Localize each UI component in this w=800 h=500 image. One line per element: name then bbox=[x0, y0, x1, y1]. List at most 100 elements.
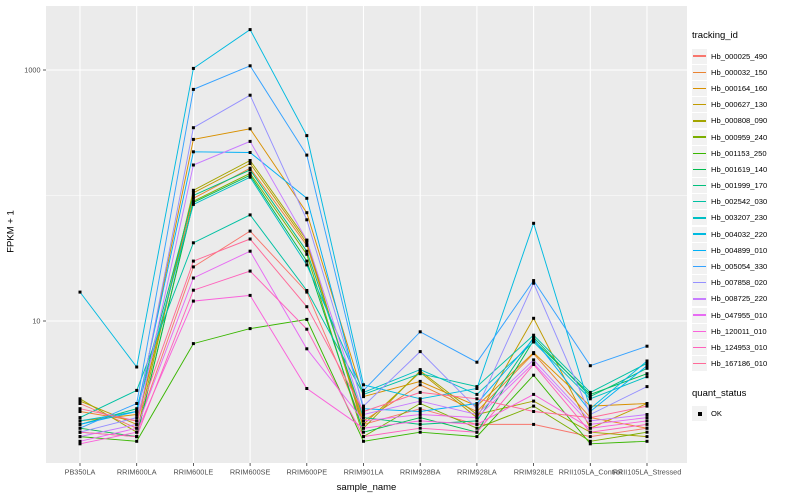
data-point bbox=[418, 350, 422, 354]
data-point bbox=[305, 327, 309, 331]
data-point bbox=[532, 221, 536, 225]
legend-key-line-icon bbox=[692, 242, 707, 258]
data-point bbox=[645, 344, 649, 348]
data-point bbox=[248, 93, 252, 97]
data-point bbox=[475, 407, 479, 411]
legend-item-label: Hb_004032_220 bbox=[711, 229, 768, 239]
data-point bbox=[135, 422, 139, 426]
legend-key-line-icon bbox=[692, 307, 707, 323]
data-point bbox=[418, 422, 422, 426]
legend-key-line-icon bbox=[692, 339, 707, 355]
data-point bbox=[588, 439, 592, 443]
data-point bbox=[248, 327, 252, 331]
legend-key-line-icon bbox=[692, 210, 707, 226]
legend-key-line-icon bbox=[692, 323, 707, 339]
data-point bbox=[191, 299, 195, 303]
data-point bbox=[135, 402, 139, 405]
data-point bbox=[588, 390, 592, 394]
data-point bbox=[418, 402, 422, 405]
data-point bbox=[78, 407, 82, 411]
legend-key-line-icon bbox=[692, 129, 707, 145]
legend-item: Hb_004032_220 bbox=[692, 226, 798, 242]
data-point bbox=[362, 410, 365, 413]
legend-item-label: Hb_167186_010 bbox=[711, 359, 768, 369]
data-point bbox=[645, 435, 649, 439]
legend-item: Hb_000808_090 bbox=[692, 113, 798, 129]
data-point bbox=[135, 439, 139, 443]
legend-title-tracking-id: tracking_id bbox=[692, 30, 738, 41]
data-point bbox=[191, 265, 195, 269]
data-point bbox=[191, 188, 195, 192]
data-point bbox=[78, 435, 82, 439]
data-point bbox=[645, 419, 649, 423]
x-tick-label: RRII105LA_Control bbox=[559, 468, 623, 477]
y-tick-label: 1000 bbox=[24, 66, 40, 75]
data-point bbox=[191, 191, 195, 195]
legend-key-line-icon bbox=[692, 356, 707, 372]
legend-item: Hb_000959_240 bbox=[692, 129, 798, 145]
data-point bbox=[191, 276, 195, 280]
data-point bbox=[305, 153, 309, 157]
legend-key-line-icon bbox=[692, 48, 707, 64]
legend-item-label: OK bbox=[711, 409, 722, 419]
data-point bbox=[588, 404, 592, 408]
data-point bbox=[645, 430, 649, 434]
x-tick-label: RRIM600SE bbox=[230, 468, 271, 477]
data-point bbox=[78, 290, 82, 294]
legend-item-label: Hb_005054_330 bbox=[711, 262, 768, 272]
legend-item-label: Hb_002542_030 bbox=[711, 197, 768, 207]
data-point bbox=[532, 279, 536, 283]
legend-item: Hb_001999_170 bbox=[692, 178, 798, 194]
data-point bbox=[191, 342, 195, 346]
data-point bbox=[645, 439, 649, 443]
x-tick-label: RRIM928BA bbox=[400, 468, 441, 477]
data-point bbox=[532, 392, 536, 396]
legend-key-line-icon bbox=[692, 113, 707, 129]
data-point bbox=[305, 289, 309, 292]
data-point bbox=[418, 397, 422, 401]
data-point bbox=[588, 419, 592, 423]
data-point bbox=[248, 269, 252, 273]
data-point bbox=[588, 410, 592, 413]
data-point bbox=[532, 340, 536, 344]
data-point bbox=[418, 383, 422, 387]
data-point bbox=[248, 64, 252, 68]
data-point bbox=[191, 66, 195, 70]
data-point bbox=[78, 426, 82, 430]
y-axis-title: FPKM + 1 bbox=[5, 210, 17, 253]
legend-item-label: Hb_000164_160 bbox=[711, 83, 768, 93]
data-point bbox=[135, 416, 139, 420]
data-point bbox=[532, 422, 536, 426]
data-point bbox=[588, 395, 592, 399]
data-point bbox=[532, 351, 536, 355]
legend-key-line-icon bbox=[692, 97, 707, 113]
data-point bbox=[305, 290, 309, 294]
data-point bbox=[305, 387, 309, 390]
data-point bbox=[305, 196, 309, 200]
data-point bbox=[191, 202, 195, 206]
data-point bbox=[532, 399, 536, 403]
data-point bbox=[475, 392, 479, 396]
data-point bbox=[645, 426, 649, 430]
data-point bbox=[475, 402, 479, 405]
legend-item: Hb_167186_010 bbox=[692, 356, 798, 372]
data-point bbox=[532, 337, 536, 341]
y-tick-label: 10 bbox=[32, 317, 40, 326]
legend-item: Hb_000025_490 bbox=[692, 48, 798, 64]
legend: tracking_id Hb_000025_490 Hb_000032_150 Hb… bbox=[692, 30, 798, 422]
data-point bbox=[191, 288, 195, 292]
data-point bbox=[78, 419, 82, 423]
data-point bbox=[588, 397, 592, 401]
data-point bbox=[78, 430, 82, 434]
data-point bbox=[191, 201, 195, 204]
legend-item-label: Hb_000808_090 bbox=[711, 116, 768, 126]
legend-key-line-icon bbox=[692, 64, 707, 80]
data-point bbox=[78, 439, 82, 443]
data-point bbox=[191, 137, 195, 141]
legend-key-line-icon bbox=[692, 194, 707, 210]
data-point bbox=[645, 413, 649, 416]
legend-item: Hb_047955_010 bbox=[692, 307, 798, 323]
data-point bbox=[645, 366, 649, 370]
data-point bbox=[78, 410, 82, 413]
